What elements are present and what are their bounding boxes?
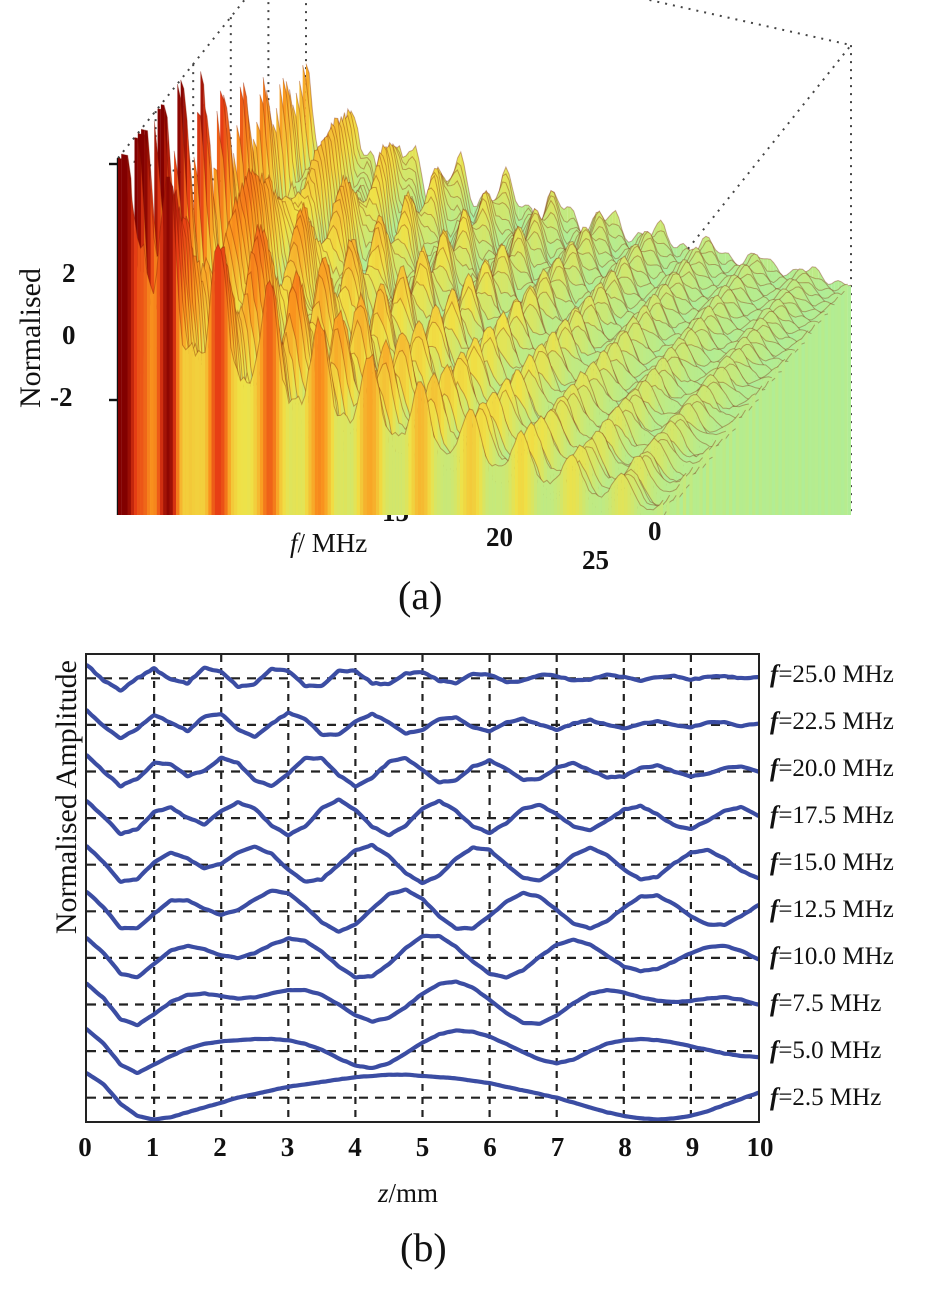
panel-b-legend-4: f=15.0 MHz: [770, 848, 894, 876]
legend-italic-f: f: [770, 707, 779, 735]
traces-svg: [87, 655, 758, 1121]
panel-b-x-axis-label: z/mm: [378, 1178, 439, 1208]
legend-italic-f: f: [770, 754, 779, 782]
legend-italic-f: f: [770, 942, 779, 970]
panel-b-xtick-6: 6: [483, 1132, 497, 1162]
panel-a-ftick-25: 25: [582, 545, 609, 575]
panel-b-xtick-8: 8: [618, 1132, 632, 1162]
panel-b-trace-17.5MHz: [87, 797, 758, 838]
panel-b-legend-8: f=5.0 MHz: [770, 1036, 882, 1064]
panel-b-xtick-4: 4: [348, 1132, 362, 1162]
panel-a-surface-plot: Normalised 2 0 -2 5 10 15 20 25 f/ MHz 8…: [0, 0, 931, 618]
legend-italic-f: f: [770, 1036, 779, 1064]
panel-b-xtick-2: 2: [213, 1132, 227, 1162]
panel-a-x-axis-label: f/ MHz: [290, 528, 368, 558]
panel-b-caption: (b): [400, 1225, 447, 1270]
panel-a-caption: (a): [398, 573, 443, 618]
legend-italic-f: f: [770, 801, 779, 829]
panel-b-xtick-0: 0: [78, 1132, 92, 1162]
legend-italic-f: f: [770, 660, 779, 688]
surface-svg: [109, 0, 852, 515]
panel-b-xtick-3: 3: [280, 1132, 295, 1162]
panel-a-ztick-0b: 0: [648, 516, 662, 546]
panel-a-ztick-minus2: -2: [50, 382, 73, 412]
panel-b-y-axis-label: Normalised Amplitude: [50, 660, 83, 935]
panel-b-legend-2: f=20.0 MHz: [770, 754, 894, 782]
panel-b-legend-1: f=22.5 MHz: [770, 707, 894, 735]
panel-b-trace-10MHz: [87, 933, 758, 980]
panel-b-trace-2.5MHz: [87, 1071, 758, 1121]
panel-b-legend-7: f=7.5 MHz: [770, 989, 882, 1017]
legend-italic-f: f: [770, 1083, 779, 1111]
panel-b-trace-12.5MHz: [87, 887, 758, 934]
panel-b-legend-9: f=2.5 MHz: [770, 1083, 882, 1111]
panel-b-trace-20MHz: [87, 753, 758, 789]
panel-a-ztick-2: 2: [62, 258, 76, 288]
panel-b-trace-25MHz: [87, 663, 758, 693]
panel-b-xtick-1: 1: [145, 1132, 160, 1162]
panel-b-legend-3: f=17.5 MHz: [770, 801, 894, 829]
panel-b-legend-0: f=25.0 MHz: [770, 660, 894, 688]
panel-b-trace-5MHz: [87, 1027, 758, 1076]
panel-b-xtick-10: 10: [746, 1132, 774, 1162]
panel-a-ztick-0: 0: [62, 320, 76, 350]
panel-b-trace-7.5MHz: [87, 979, 758, 1028]
panel-b-xtick-9: 9: [685, 1132, 700, 1162]
panel-a-surface-mesh: [117, 63, 852, 515]
panel-b-xtick-5: 5: [415, 1132, 430, 1162]
panel-b-trace-15MHz: [87, 842, 758, 886]
legend-italic-f: f: [770, 989, 779, 1017]
legend-italic-f: f: [770, 848, 779, 876]
panel-b-xtick-7: 7: [550, 1132, 565, 1162]
panel-b-line-plot: Normalised Amplitude z/mm (b) 0 1 2 3 4 5 6 7 8 9…: [0, 600, 931, 1295]
panel-a-z-axis-label: Normalised: [14, 268, 47, 408]
panel-b-plot-area: [85, 653, 760, 1123]
legend-italic-f: f: [770, 895, 779, 923]
panel-a-ftick-20: 20: [486, 522, 513, 552]
panel-b-legend-5: f=12.5 MHz: [770, 895, 894, 923]
panel-b-gridlines: [87, 655, 758, 1121]
panel-a-surface-canvas: [60, 0, 860, 515]
panel-b-legend-6: f=10.0 MHz: [770, 942, 894, 970]
panel-b-trace-22.5MHz: [87, 708, 758, 741]
